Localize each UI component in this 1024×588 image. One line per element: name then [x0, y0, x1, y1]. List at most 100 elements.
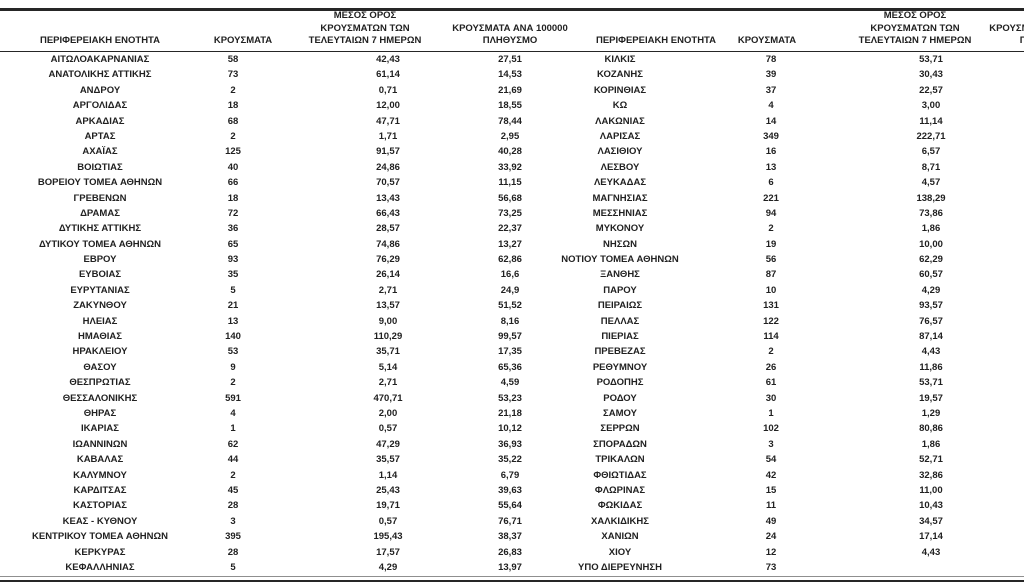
table-row: ΚΕΝΤΡΙΚΟΥ ΤΟΜΕΑ ΑΘΗΝΩΝ 395 195,43 38,37 — [0, 529, 580, 544]
table-row: ΠΕΙΡΑΙΩΣ 131 93,57 — [540, 298, 1024, 313]
avg7-cell — [871, 560, 991, 575]
table-row: ΚΕΑΣ - ΚΥΘΝΟΥ 3 0,57 76,71 — [0, 514, 580, 529]
table-row: ΡΟΔΟΥ 30 19,57 — [540, 391, 1024, 406]
table-row: ΙΩΑΝΝΙΝΩΝ 62 47,29 36,93 — [0, 437, 580, 452]
avg7-cell: 26,14 — [376, 269, 400, 281]
table-row: ΠΡΕΒΕΖΑΣ 2 4,43 — [540, 344, 1024, 359]
header-region-left: ΠΕΡΙΦΕΡΕΙΑΚΗ ΕΝΟΤΗΤΑ — [0, 35, 200, 48]
table-row: ΗΜΑΘΙΑΣ 140 110,29 99,57 — [0, 329, 580, 344]
avg7-cell: 4,43 — [921, 346, 941, 358]
header-label-line: ΚΡΟΥΣΜΑΤΑ ΑΝΑ 100000 — [452, 22, 568, 34]
per100k-cell: 16,6 — [500, 269, 520, 281]
region-cell: ΚΕΦΑΛΛΗΝΙΑΣ — [65, 561, 135, 573]
header-region-right: ΠΕΡΙΦΕΡΕΙΑΚΗ ΕΝΟΤΗΤΑ — [581, 35, 731, 48]
cases-cell: 2 — [230, 377, 236, 389]
region-cell: ΘΕΣΣΑΛΟΝΙΚΗΣ — [62, 392, 138, 404]
per100k-cell — [1010, 267, 1024, 282]
table-row: ΒΟΡΕΙΟΥ ΤΟΜΕΑ ΑΘΗΝΩΝ 66 70,57 11,15 — [0, 175, 580, 190]
table-row: ΖΑΚΥΝΘΟΥ 21 13,57 51,52 — [0, 298, 580, 313]
cases-cell: 395 — [225, 531, 241, 543]
table-row: ΣΠΟΡΑΔΩΝ 3 1,86 — [540, 437, 1024, 452]
region-cell: ΣΕΡΡΩΝ — [600, 423, 640, 435]
avg7-cell: 2,71 — [378, 377, 398, 389]
region-cell: ΗΜΑΘΙΑΣ — [78, 331, 122, 343]
avg7-cell: 4,43 — [921, 546, 941, 558]
avg7-cell: 17,57 — [376, 546, 400, 558]
per100k-cell: 56,68 — [498, 192, 522, 204]
cases-cell: 114 — [763, 331, 779, 343]
avg7-cell: 11,00 — [919, 484, 943, 496]
avg7-cell: 91,57 — [376, 146, 400, 158]
per100k-cell: 18,55 — [498, 100, 522, 112]
region-cell: ΑΝΔΡΟΥ — [79, 84, 121, 96]
per100k-cell — [1010, 160, 1024, 175]
table-row: ΚΑΡΔΙΤΣΑΣ 45 25,43 39,63 — [0, 483, 580, 498]
per100k-cell — [1010, 545, 1024, 560]
per100k-cell: 36,93 — [498, 438, 522, 450]
region-cell: ΚΑΡΔΙΤΣΑΣ — [73, 484, 127, 496]
header-label: ΚΡΟΥΣΜΑΤΑ — [737, 35, 797, 47]
cases-cell: 5 — [230, 284, 236, 296]
per100k-cell — [1010, 452, 1024, 467]
table-row: ΣΕΡΡΩΝ 102 80,86 — [540, 421, 1024, 436]
cases-cell: 131 — [763, 300, 779, 312]
region-cell: ΦΘΙΩΤΙΔΑΣ — [593, 469, 647, 481]
region-cell: ΦΛΩΡΙΝΑΣ — [594, 484, 646, 496]
table-row: ΞΑΝΘΗΣ 87 60,57 — [540, 267, 1024, 282]
header-label-line: ΠΛΗΘΥΣΜΟ — [1019, 35, 1024, 47]
cases-cell: 12 — [765, 546, 777, 558]
region-cell: ΡΟΔΟΠΗΣ — [596, 377, 644, 389]
avg7-cell: 24,86 — [376, 161, 400, 173]
cases-cell: 39 — [765, 69, 777, 81]
avg7-cell: 35,57 — [376, 454, 400, 466]
per100k-cell — [1010, 406, 1024, 421]
table-row: ΤΡΙΚΑΛΩΝ 54 52,71 — [540, 452, 1024, 467]
per100k-cell — [1010, 175, 1024, 190]
cases-cell: 72 — [227, 207, 239, 219]
region-cell: ΝΗΣΩΝ — [603, 238, 637, 250]
avg7-cell: 22,57 — [919, 84, 943, 96]
avg7-cell: 25,43 — [376, 484, 400, 496]
region-cell: ΘΑΣΟΥ — [83, 361, 117, 373]
table-row: ΑΧΑΪΑΣ 125 91,57 40,28 — [0, 144, 580, 159]
per100k-cell — [1010, 375, 1024, 390]
table-row: ΘΕΣΠΡΩΤΙΑΣ 2 2,71 4,59 — [0, 375, 580, 390]
cases-cell: 591 — [225, 392, 241, 404]
region-cell: ΜΥΚΟΝΟΥ — [595, 223, 645, 235]
per100k-cell — [1010, 421, 1024, 436]
table-row: ΚΕΦΑΛΛΗΝΙΑΣ 5 4,29 13,97 — [0, 560, 580, 575]
region-cell: ΒΟΙΩΤΙΑΣ — [77, 161, 123, 173]
cases-cell: 5 — [230, 561, 236, 573]
cases-cell: 28 — [227, 546, 239, 558]
avg7-cell: 13,57 — [376, 300, 400, 312]
cases-cell: 18 — [227, 100, 239, 112]
per100k-cell: 76,71 — [498, 515, 522, 527]
header-underline — [0, 50, 1024, 53]
region-cell: ΕΥΡΥΤΑΝΙΑΣ — [70, 284, 130, 296]
avg7-cell: 60,57 — [919, 269, 943, 281]
avg7-cell: 35,71 — [376, 346, 400, 358]
avg7-cell: 2,71 — [378, 284, 398, 296]
table-row: ΠΙΕΡΙΑΣ 114 87,14 — [540, 329, 1024, 344]
cases-cell: 140 — [225, 331, 241, 343]
table-row: ΑΙΤΩΛΟΑΚΑΡΝΑΝΙΑΣ 58 42,43 27,51 — [0, 52, 580, 67]
cases-cell: 349 — [763, 130, 779, 142]
table-row: ΚΕΡΚΥΡΑΣ 28 17,57 26,83 — [0, 545, 580, 560]
table-row: ΔΥΤΙΚΟΥ ΤΟΜΕΑ ΑΘΗΝΩΝ 65 74,86 13,27 — [0, 237, 580, 252]
cases-cell: 2 — [230, 84, 236, 96]
avg7-cell: 47,29 — [376, 438, 400, 450]
per100k-cell: 62,86 — [498, 254, 522, 266]
per100k-cell — [1010, 114, 1024, 129]
region-cell: ΛΕΥΚΑΔΑΣ — [593, 177, 647, 189]
avg7-cell: 1,86 — [921, 223, 941, 235]
table-row: ΚΑΒΑΛΑΣ 44 35,57 35,22 — [0, 452, 580, 467]
region-cell: ΛΑΚΩΝΙΑΣ — [595, 115, 645, 127]
per100k-cell: 13,97 — [498, 561, 522, 573]
region-cell: ΕΒΡΟΥ — [83, 254, 117, 266]
region-cell: ΚΟΡΙΝΘΙΑΣ — [593, 84, 647, 96]
cases-cell: 221 — [763, 192, 779, 204]
avg7-cell: 3,00 — [921, 100, 941, 112]
region-cell: ΗΛΕΙΑΣ — [82, 315, 118, 327]
per100k-cell — [1010, 360, 1024, 375]
